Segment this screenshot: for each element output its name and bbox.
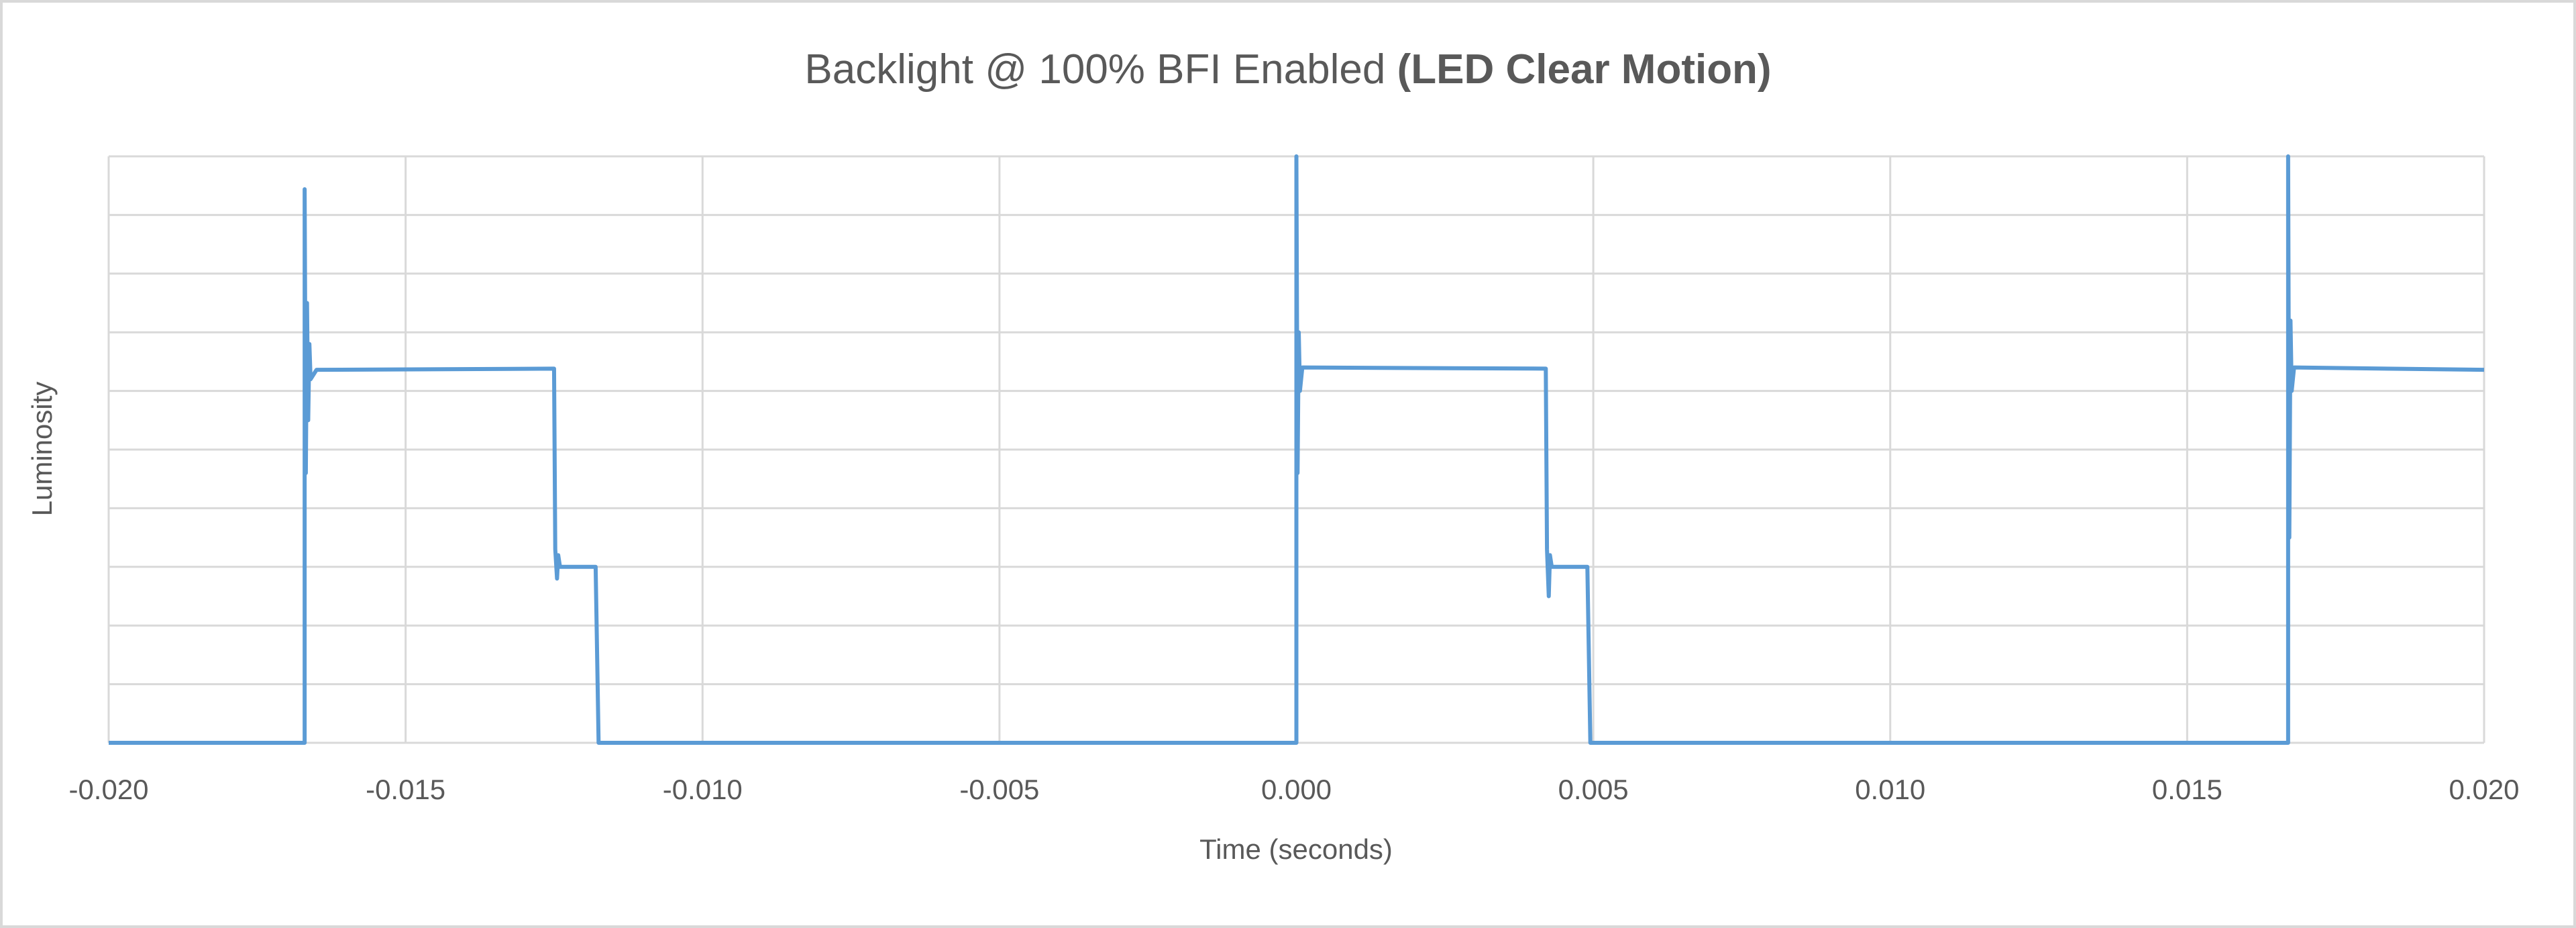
x-tick-label: 0.020	[2449, 774, 2519, 805]
x-axis-title: Time (seconds)	[1199, 833, 1393, 865]
data-line	[109, 154, 2485, 745]
x-tick-label: -0.010	[663, 774, 743, 805]
title-text: Backlight @ 100% BFI Enabled	[804, 46, 1385, 93]
x-tick-label: -0.015	[366, 774, 445, 805]
title-bold-text: (LED Clear Motion)	[1397, 46, 1772, 93]
x-tick-label: 0.005	[1558, 774, 1629, 805]
x-tick-label: -0.005	[959, 774, 1039, 805]
x-tick-label: 0.015	[2152, 774, 2222, 805]
x-tick-label: -0.020	[68, 774, 148, 805]
x-tick-label: 0.010	[1855, 774, 1925, 805]
chart-title: Backlight @ 100% BFI Enabled (LED Clear …	[804, 46, 1771, 93]
y-axis-title: Luminosity	[26, 382, 58, 517]
x-tick-label: 0.000	[1261, 774, 1332, 805]
